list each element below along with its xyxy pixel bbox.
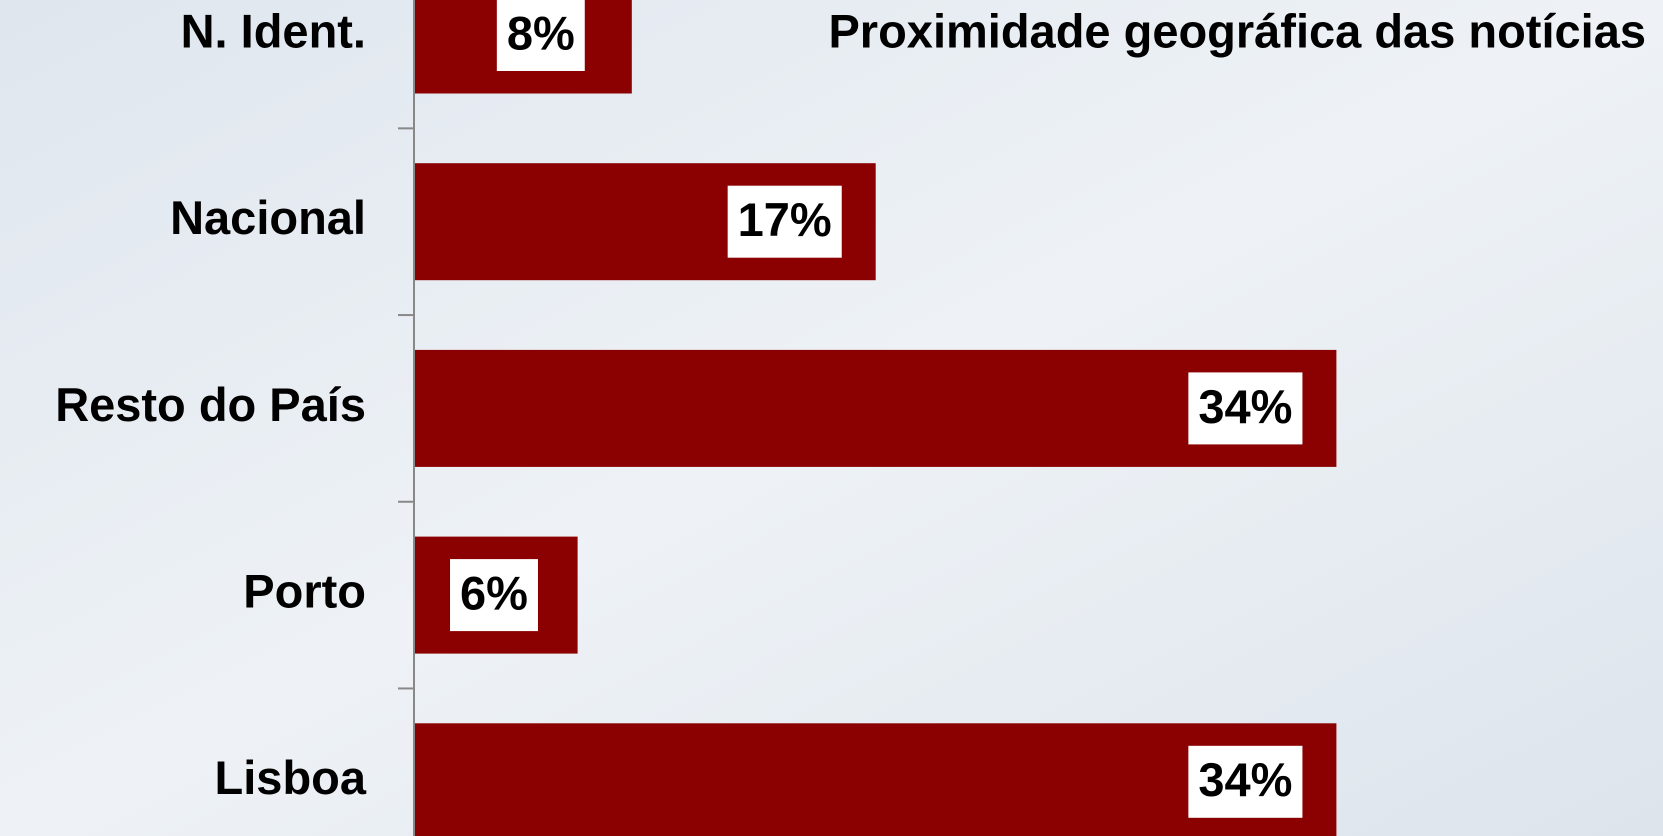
- y-tick-label: Nacional: [170, 191, 366, 244]
- value-label: 34%: [1198, 753, 1292, 806]
- value-label-box: [727, 185, 842, 258]
- bar: [415, 349, 1337, 467]
- y-tick-label: Lisboa: [215, 751, 367, 804]
- value-label: 34%: [1198, 380, 1292, 433]
- bar: [415, 723, 1337, 836]
- value-label-box: [1188, 745, 1303, 818]
- value-label-box: [450, 559, 538, 632]
- y-tick-label: Resto do País: [55, 378, 366, 431]
- value-label: 8%: [507, 6, 575, 59]
- value-label: 17%: [738, 193, 832, 246]
- value-label-box: [496, 0, 585, 71]
- value-label-box: [1188, 372, 1303, 445]
- value-label: 6%: [460, 567, 528, 620]
- chart-title: Proximidade geográfica das notícias: [828, 4, 1646, 57]
- y-tick-label: Porto: [243, 565, 366, 618]
- y-tick-label: N. Ident.: [181, 4, 366, 57]
